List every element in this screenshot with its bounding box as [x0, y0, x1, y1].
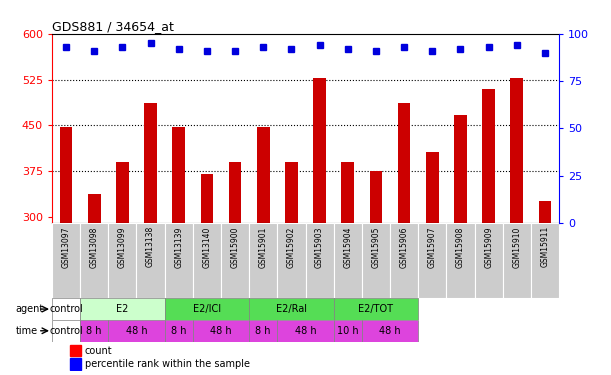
Bar: [200, 174, 213, 223]
Bar: [503, 223, 531, 298]
Text: 48 h: 48 h: [295, 326, 316, 336]
Text: 8 h: 8 h: [171, 326, 186, 336]
Bar: [334, 298, 418, 320]
Bar: [334, 320, 362, 342]
Text: 48 h: 48 h: [379, 326, 401, 336]
Bar: [193, 223, 221, 298]
Bar: [52, 320, 80, 342]
Text: 10 h: 10 h: [337, 326, 359, 336]
Text: GSM15902: GSM15902: [287, 226, 296, 268]
Bar: [510, 78, 523, 223]
Text: GSM13139: GSM13139: [174, 226, 183, 268]
Bar: [164, 298, 249, 320]
Bar: [418, 223, 447, 298]
Text: GSM13098: GSM13098: [90, 226, 99, 268]
Text: GSM15900: GSM15900: [230, 226, 240, 268]
Text: control: control: [49, 326, 83, 336]
Bar: [334, 223, 362, 298]
Bar: [426, 152, 439, 223]
Bar: [52, 223, 80, 298]
Text: percentile rank within the sample: percentile rank within the sample: [85, 359, 250, 369]
Text: GSM15905: GSM15905: [371, 226, 381, 268]
Text: GSM13099: GSM13099: [118, 226, 127, 268]
Text: E2: E2: [116, 304, 128, 314]
Text: 8 h: 8 h: [255, 326, 271, 336]
Bar: [531, 223, 559, 298]
Text: GSM15909: GSM15909: [484, 226, 493, 268]
Text: GSM15903: GSM15903: [315, 226, 324, 268]
Bar: [342, 162, 354, 223]
Bar: [60, 127, 72, 223]
Text: GSM13097: GSM13097: [62, 226, 70, 268]
Text: GSM15908: GSM15908: [456, 226, 465, 268]
Bar: [116, 162, 129, 223]
Bar: [257, 127, 269, 223]
Text: GSM15910: GSM15910: [512, 226, 521, 268]
Bar: [362, 223, 390, 298]
Bar: [70, 358, 81, 370]
Bar: [277, 320, 334, 342]
Bar: [80, 223, 108, 298]
Text: GDS881 / 34654_at: GDS881 / 34654_at: [52, 20, 174, 33]
Bar: [482, 89, 495, 223]
Text: E2/ICI: E2/ICI: [193, 304, 221, 314]
Text: GSM15906: GSM15906: [400, 226, 409, 268]
Bar: [447, 223, 475, 298]
Text: control: control: [49, 304, 83, 314]
Bar: [249, 223, 277, 298]
Text: time: time: [15, 326, 37, 336]
Text: agent: agent: [15, 304, 43, 314]
Bar: [362, 320, 418, 342]
Bar: [193, 320, 249, 342]
Text: 8 h: 8 h: [86, 326, 102, 336]
Text: GSM13138: GSM13138: [146, 226, 155, 267]
Bar: [454, 115, 467, 223]
Bar: [144, 103, 157, 223]
Bar: [136, 223, 164, 298]
Bar: [398, 103, 411, 223]
Bar: [172, 127, 185, 223]
Bar: [108, 320, 164, 342]
Text: GSM15907: GSM15907: [428, 226, 437, 268]
Bar: [108, 223, 136, 298]
Bar: [80, 298, 164, 320]
Bar: [52, 298, 80, 320]
Text: GSM15911: GSM15911: [541, 226, 549, 267]
Bar: [475, 223, 503, 298]
Bar: [88, 195, 101, 223]
Bar: [370, 171, 382, 223]
Bar: [313, 78, 326, 223]
Text: E2/Ral: E2/Ral: [276, 304, 307, 314]
Text: 48 h: 48 h: [210, 326, 232, 336]
Bar: [70, 345, 81, 357]
Text: GSM15904: GSM15904: [343, 226, 353, 268]
Text: count: count: [85, 345, 112, 355]
Bar: [229, 162, 241, 223]
Bar: [164, 320, 193, 342]
Bar: [164, 223, 193, 298]
Text: GSM15901: GSM15901: [258, 226, 268, 268]
Text: 48 h: 48 h: [126, 326, 147, 336]
Bar: [539, 201, 551, 223]
Bar: [249, 320, 277, 342]
Bar: [221, 223, 249, 298]
Bar: [306, 223, 334, 298]
Text: E2/TOT: E2/TOT: [359, 304, 393, 314]
Bar: [390, 223, 418, 298]
Bar: [277, 223, 306, 298]
Bar: [285, 162, 298, 223]
Text: GSM13140: GSM13140: [202, 226, 211, 268]
Bar: [80, 320, 108, 342]
Bar: [249, 298, 334, 320]
